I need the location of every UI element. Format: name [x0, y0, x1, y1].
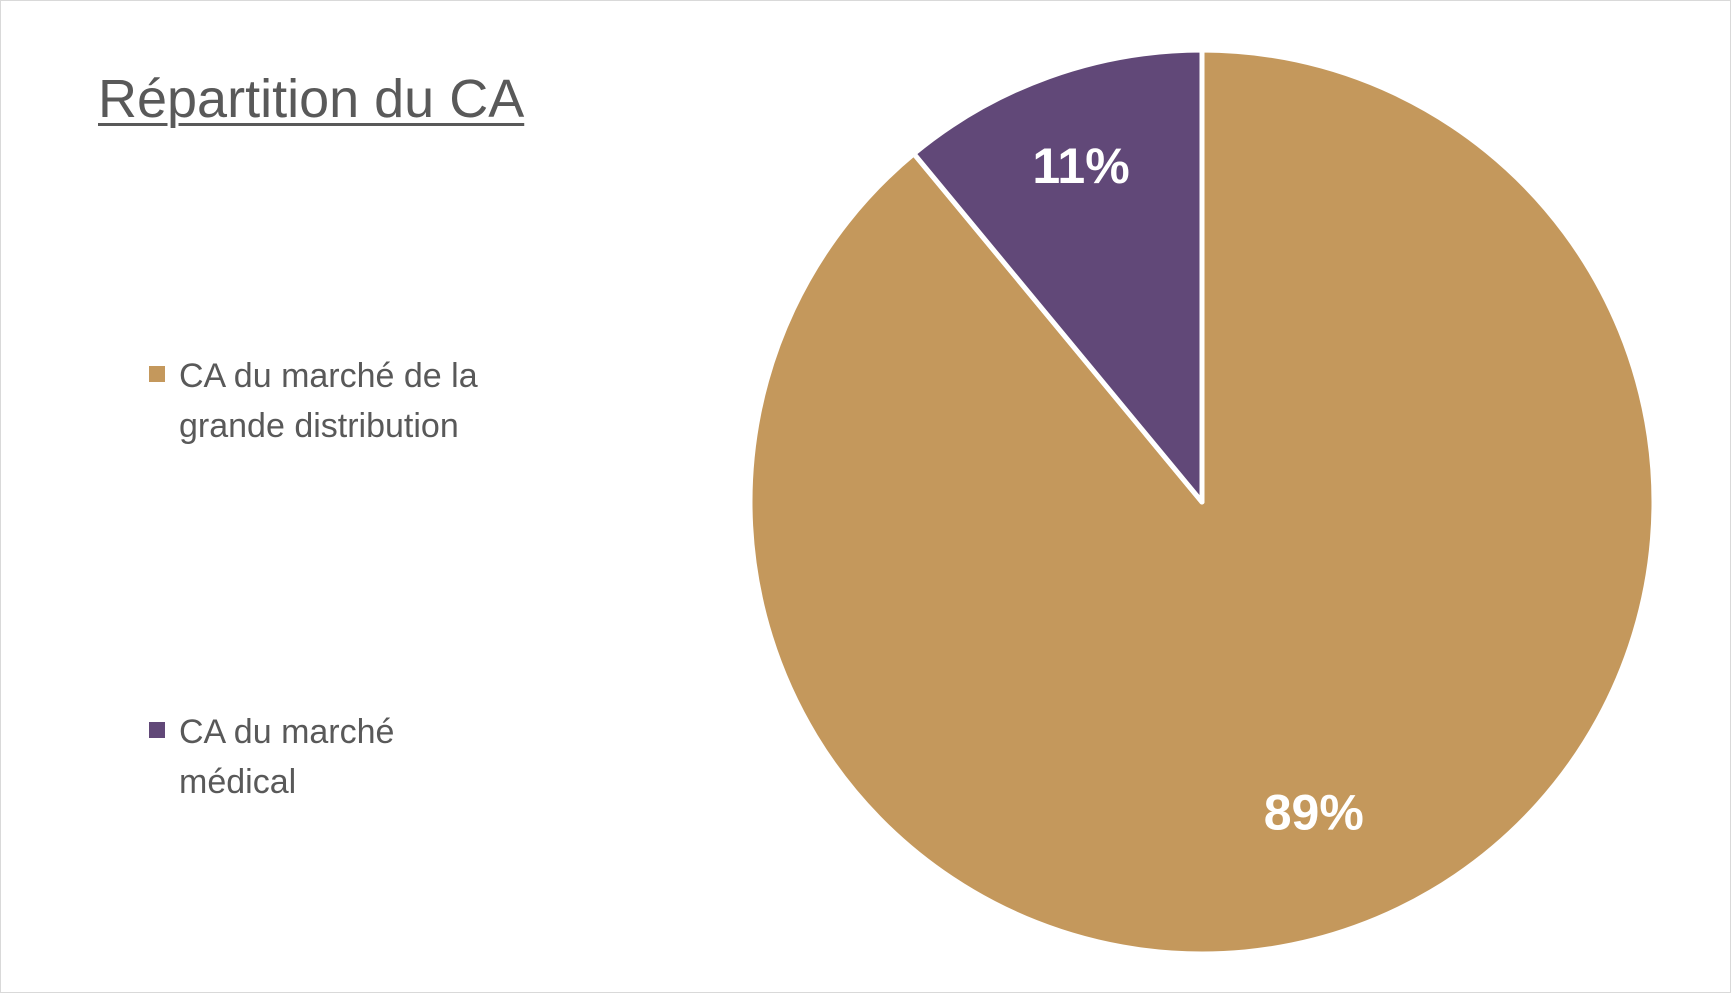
legend-swatch-medical: [149, 722, 165, 738]
legend-label-grande-distribution: CA du marché de la grande distribution: [179, 357, 478, 445]
legend-item-grande-distribution: CA du marché de la grande distribution: [149, 351, 519, 451]
legend-label-medical: CA du marché médical: [179, 713, 395, 801]
legend-item-medical: CA du marché médical: [149, 707, 519, 807]
pie-slice-medical: [911, 47, 1205, 505]
legend-swatch-grande-distribution: [149, 366, 165, 382]
data-label-grande-distribution: 89%: [1264, 784, 1364, 840]
data-label-medical: 11%: [1032, 138, 1129, 194]
chart-title: Répartition du CA: [98, 69, 525, 129]
